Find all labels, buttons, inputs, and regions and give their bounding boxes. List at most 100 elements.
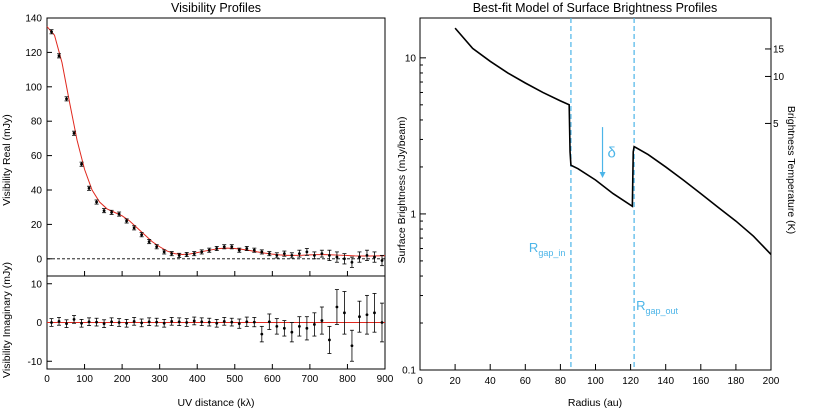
imag-data-point — [267, 320, 271, 324]
imag-data-point — [282, 326, 286, 330]
real-data-point — [57, 54, 61, 58]
real-panel-marks: 0 20 40 60 80 100 120 140 — [25, 14, 386, 276]
imag-data-point — [305, 326, 309, 330]
imag-data-point — [237, 322, 241, 326]
real-data-point — [87, 186, 91, 190]
brightness-xtick-label: 100 — [587, 376, 604, 387]
imag-data-point — [373, 311, 376, 315]
imag-data-point — [207, 320, 211, 324]
real-ytick-label: 140 — [25, 14, 42, 25]
real-ytick-label: 100 — [25, 82, 42, 93]
imag-data-point — [132, 319, 136, 323]
real-ytick-label: 120 — [25, 48, 42, 59]
real-ytick-label: 0 — [36, 254, 42, 265]
real-data-point — [125, 219, 129, 223]
imag-xtick-label: 800 — [339, 374, 356, 385]
imag-data-point — [72, 318, 76, 321]
brightness-ytick-label: 10 — [405, 53, 417, 64]
imag-data-point — [87, 320, 91, 324]
real-ylabel: Visibility Real (mJy) — [1, 114, 13, 205]
brightness-xtick-label: 120 — [622, 376, 639, 387]
real-data-point — [140, 233, 144, 237]
real-data-point — [380, 259, 384, 262]
real-data-point — [185, 253, 189, 256]
real-data-point — [162, 250, 166, 254]
real-ytick-label: 20 — [31, 220, 43, 231]
real-data-point — [252, 248, 256, 252]
imag-data-point — [65, 322, 68, 326]
real-data-point — [358, 255, 361, 259]
real-ytick-label: 80 — [31, 117, 43, 128]
rgap-out-main: R — [636, 298, 645, 313]
temperature-ytick-label: 15 — [773, 44, 785, 55]
real-data-point — [80, 162, 83, 166]
imag-data-point — [200, 320, 204, 324]
brightness-xtick-label: 20 — [450, 376, 462, 387]
rgap-in-sub: gap_in — [538, 248, 565, 258]
real-data-point — [365, 253, 369, 257]
temperature-ytick-label: 10 — [773, 72, 785, 83]
real-data-point — [297, 252, 301, 256]
imag-ytick-label: 10 — [31, 279, 43, 290]
brightness-xtick-label: 200 — [763, 376, 780, 387]
real-ytick-label: 60 — [31, 151, 43, 162]
real-data-point — [117, 212, 121, 216]
brightness-xtick-label: 60 — [520, 376, 532, 387]
brightness-xtick-label: 40 — [485, 376, 497, 387]
real-data-point — [95, 200, 98, 204]
imag-data-point — [215, 321, 219, 325]
rgap-out-label: Rgap_out — [636, 298, 678, 316]
imag-data-point — [312, 323, 316, 326]
real-data-point — [305, 250, 309, 254]
imag-data-point — [245, 320, 249, 324]
brightness-xtick-label: 160 — [692, 376, 709, 387]
delta-label: δ — [608, 145, 616, 162]
imag-data-point — [380, 321, 384, 324]
imag-xtick-label: 600 — [264, 374, 281, 385]
imag-data-point — [102, 322, 106, 326]
real-data-point — [312, 253, 316, 257]
real-data-point — [282, 252, 286, 256]
rgap-out-sub: gap_out — [646, 306, 679, 316]
imag-xtick-label: 300 — [151, 374, 168, 385]
right-ylabel: Surface Brightness (mJy/beam) — [396, 116, 408, 263]
imag-data-point — [335, 305, 339, 309]
imag-ytick-label: 0 — [36, 318, 42, 329]
imag-data-point — [140, 321, 144, 325]
real-data-point — [245, 247, 249, 250]
temperature-ytick-label: 5 — [773, 119, 779, 130]
brightness-xtick-label: 140 — [657, 376, 674, 387]
real-data-point — [192, 252, 196, 256]
imag-data-point — [365, 313, 369, 317]
real-data-point — [50, 30, 53, 34]
real-data-point — [132, 226, 136, 230]
imag-data-point — [290, 330, 294, 334]
imag-data-point — [260, 332, 264, 336]
real-model-line — [46, 26, 386, 257]
real-data-point — [237, 248, 241, 252]
real-data-point — [343, 257, 346, 261]
imag-xtick-label: 100 — [76, 374, 93, 385]
real-data-point — [65, 97, 68, 101]
real-data-point — [320, 252, 324, 256]
real-data-point — [328, 253, 331, 257]
real-data-point — [200, 250, 204, 254]
imag-data-point — [192, 319, 196, 323]
right-xlabel: Radius (au) — [568, 397, 622, 409]
real-data-point — [177, 253, 181, 257]
brightness-xtick-label: 80 — [555, 376, 567, 387]
imag-xtick-label: 500 — [226, 374, 243, 385]
imag-data-point — [177, 320, 181, 324]
imag-data-point — [328, 338, 331, 342]
real-data-point — [207, 248, 211, 252]
imag-data-point — [95, 320, 98, 324]
imag-data-point — [358, 315, 361, 319]
brightness-xtick-label: 0 — [417, 376, 423, 387]
imag-data-point — [50, 321, 53, 324]
imag-data-point — [147, 320, 151, 324]
imag-xtick-label: 200 — [114, 374, 131, 385]
real-data-point — [260, 250, 264, 254]
imag-data-point — [125, 321, 129, 325]
rgap-in-label: Rgap_in — [529, 240, 565, 258]
